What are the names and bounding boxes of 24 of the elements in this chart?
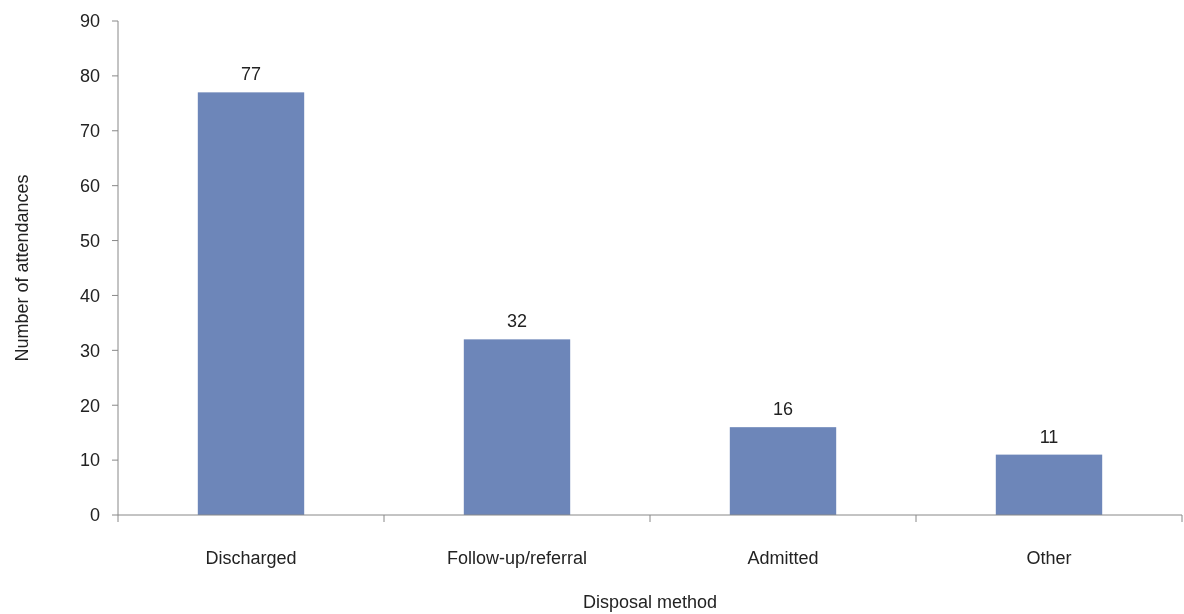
bar [463, 339, 571, 515]
data-label: 11 [1039, 426, 1059, 447]
y-tick-label: 60 [79, 175, 100, 196]
y-tick-label: 80 [79, 66, 100, 87]
y-tick-label: 10 [79, 450, 100, 471]
data-label: 16 [772, 399, 794, 420]
x-tick-label: Admitted [747, 548, 819, 568]
x-tick-label: Discharged [205, 548, 297, 568]
x-tick-label: Follow-up/referral [446, 548, 588, 568]
y-tick-label: 40 [79, 285, 100, 306]
y-tick-label: 20 [79, 395, 100, 416]
y-tick-label: 90 [79, 11, 100, 32]
bar [729, 427, 837, 515]
bar [995, 454, 1103, 515]
x-tick-label: Other [1026, 548, 1072, 568]
data-label: 32 [506, 311, 528, 332]
y-tick-label: 30 [79, 340, 100, 361]
y-axis-title: Number of attendances [12, 174, 32, 362]
y-tick-label: 70 [79, 121, 100, 142]
bar [197, 92, 305, 515]
data-label: 77 [240, 64, 262, 85]
x-axis-title: Disposal method [582, 592, 718, 612]
y-tick-label: 0 [89, 505, 100, 526]
y-tick-label: 50 [79, 230, 100, 251]
